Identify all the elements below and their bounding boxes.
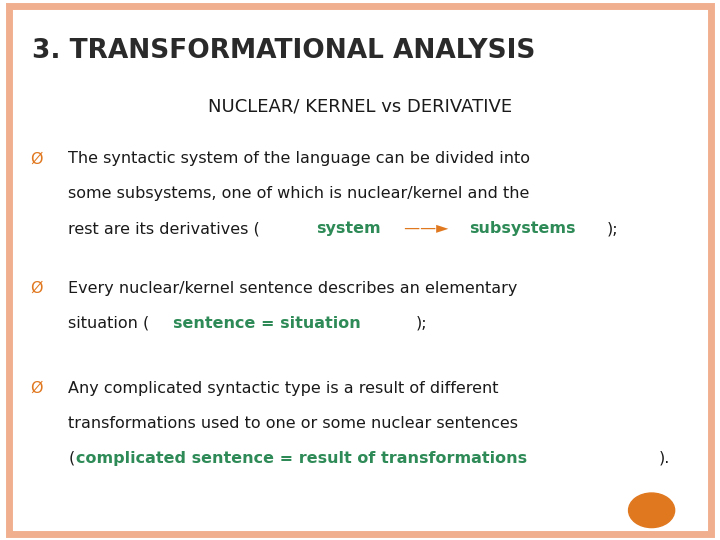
Text: Ø: Ø xyxy=(30,381,42,396)
Text: );: ); xyxy=(607,221,618,237)
Text: situation (: situation ( xyxy=(68,316,150,331)
Text: rest are its derivatives (: rest are its derivatives ( xyxy=(68,221,260,237)
Text: transformations used to one or some nuclear sentences: transformations used to one or some nucl… xyxy=(68,416,518,431)
Text: some subsystems, one of which is nuclear/kernel and the: some subsystems, one of which is nuclear… xyxy=(68,186,530,201)
Text: complicated sentence = result of transformations: complicated sentence = result of transfo… xyxy=(76,451,528,466)
Text: The syntactic system of the language can be divided into: The syntactic system of the language can… xyxy=(68,151,531,166)
Text: );: ); xyxy=(415,316,427,331)
Text: Ø: Ø xyxy=(30,281,42,296)
Text: ).: ). xyxy=(659,451,670,466)
FancyBboxPatch shape xyxy=(9,6,711,534)
Circle shape xyxy=(629,493,675,528)
Text: Any complicated syntactic type is a result of different: Any complicated syntactic type is a resu… xyxy=(68,381,499,396)
Text: sentence = situation: sentence = situation xyxy=(174,316,361,331)
Text: NUCLEAR/ KERNEL vs DERIVATIVE: NUCLEAR/ KERNEL vs DERIVATIVE xyxy=(208,97,512,115)
Text: system: system xyxy=(316,221,380,237)
Text: ——►: ——► xyxy=(399,221,454,237)
Text: Every nuclear/kernel sentence describes an elementary: Every nuclear/kernel sentence describes … xyxy=(68,281,518,296)
Text: Ø: Ø xyxy=(30,151,42,166)
Text: subsystems: subsystems xyxy=(469,221,576,237)
Text: (: ( xyxy=(68,451,75,466)
Text: 3. TRANSFORMATIONAL ANALYSIS: 3. TRANSFORMATIONAL ANALYSIS xyxy=(32,38,536,64)
